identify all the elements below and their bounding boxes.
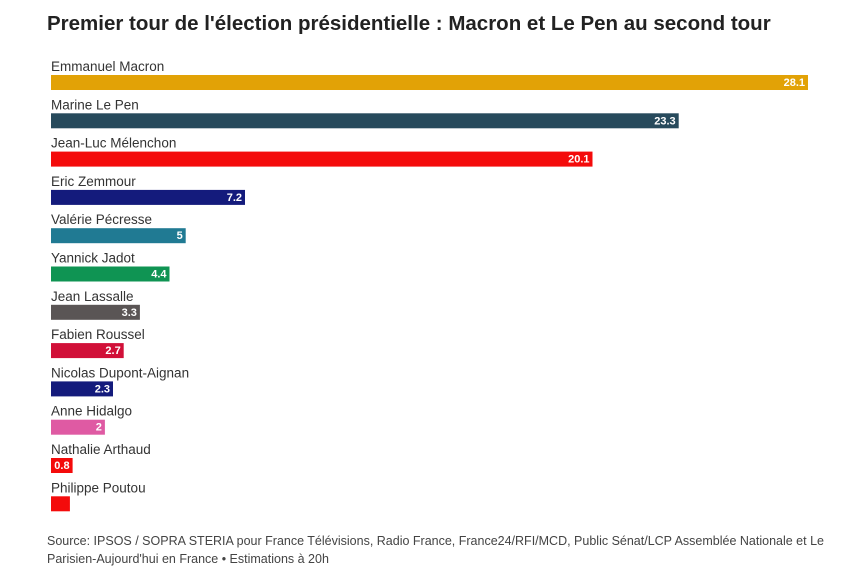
bar-valerie-pecresse	[51, 228, 186, 244]
bar-label-anne-hidalgo: Anne Hidalgo	[51, 404, 132, 419]
bar-label-philippe-poutou: Philippe Poutou	[51, 480, 146, 495]
value-label-yannick-jadot: 4.4	[151, 269, 167, 281]
bar-jean-lassalle	[51, 304, 140, 320]
bar-fabien-roussel	[51, 343, 124, 359]
value-label-fabien-roussel: 2.7	[105, 345, 120, 357]
value-label-jean-luc-melenchon: 20.1	[568, 154, 589, 166]
bar-label-jean-lassalle: Jean Lassalle	[51, 289, 134, 304]
bar-label-emmanuel-macron: Emmanuel Macron	[51, 59, 164, 74]
bar-label-nathalie-arthaud: Nathalie Arthaud	[51, 442, 151, 457]
value-label-anne-hidalgo: 2	[96, 422, 102, 434]
bar-label-marine-le-pen: Marine Le Pen	[51, 97, 139, 112]
value-label-nathalie-arthaud: 0.8	[54, 460, 69, 472]
value-label-emmanuel-macron: 28.1	[784, 77, 805, 89]
bar-marine-le-pen	[51, 113, 679, 129]
bar-emmanuel-macron	[51, 75, 808, 90]
bar-label-jean-luc-melenchon: Jean-Luc Mélenchon	[51, 136, 176, 151]
value-label-eric-zemmour: 7.2	[227, 192, 242, 204]
bar-philippe-poutou	[51, 496, 70, 512]
bar-jean-luc-melenchon	[51, 151, 593, 167]
value-label-marine-le-pen: 23.3	[654, 115, 675, 127]
bar-anne-hidalgo	[51, 419, 105, 435]
chart-title: Premier tour de l'élection présidentiell…	[47, 12, 771, 35]
bar-eric-zemmour	[51, 189, 245, 205]
bar-nathalie-arthaud	[51, 458, 73, 473]
bar-label-eric-zemmour: Eric Zemmour	[51, 174, 136, 189]
value-label-valerie-pecresse: 5	[177, 230, 183, 242]
value-label-nicolas-dupont-aignan: 2.3	[95, 383, 110, 395]
source-note: Source: IPSOS / SOPRA STERIA pour France…	[47, 534, 824, 566]
bar-nicolas-dupont-aignan	[51, 381, 113, 397]
bar-label-nicolas-dupont-aignan: Nicolas Dupont-Aignan	[51, 365, 189, 380]
value-label-jean-lassalle: 3.3	[122, 307, 137, 319]
bar-label-fabien-roussel: Fabien Roussel	[51, 327, 145, 342]
bar-yannick-jadot	[51, 266, 170, 282]
bar-label-valerie-pecresse: Valérie Pécresse	[51, 212, 152, 227]
bar-label-yannick-jadot: Yannick Jadot	[51, 251, 135, 266]
